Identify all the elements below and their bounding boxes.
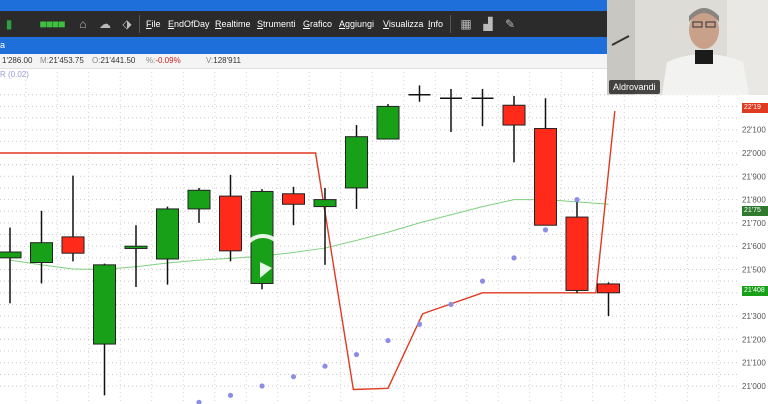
quote-strip: 1'286.00 M:21'453.75 O:21'441.50 %:-0.09… [0,54,607,69]
chart-grid [0,68,751,404]
y-tick-label: 21'900 [742,172,766,181]
y-tick-label: 21'500 [742,266,766,275]
sar-dot [290,374,297,380]
menu-aggiungi[interactable]: Aggiungi [339,19,375,29]
sar-dot [353,351,360,358]
y-tick-label: 21'200 [742,335,766,344]
menu-endofday[interactable]: EndOfDay [168,19,210,29]
sar-dot [259,383,265,389]
chart-settings-icon[interactable]: ▦ [460,17,472,31]
candle-body [30,242,53,264]
y-tick-label: 22'000 [742,149,766,158]
separator [450,15,451,33]
sar-dot [448,301,454,308]
grid-icon[interactable]: ■■■■ [39,17,66,31]
price-tag: 21'408 [742,285,768,296]
quote-volume: V:128'911 [206,56,241,65]
candlestick-chart[interactable] [0,54,768,404]
candles [0,85,620,396]
menu-info[interactable]: Info [428,19,444,29]
quote-open: O:21'441.50 [92,56,136,65]
moving-average-line [9,199,609,271]
separator [139,15,140,33]
sar-dot [542,227,549,233]
candle-body [0,251,22,259]
symbol-tag: a [0,40,6,50]
y-tick-label: 21'800 [742,196,766,205]
tools-icon[interactable]: ✎ [504,17,516,31]
candle-body [345,136,368,189]
title-bar [0,0,607,11]
y-tick-label: 21'600 [742,242,766,251]
chart-header-strip: a [0,37,607,54]
price-axis [740,95,768,404]
menu-grafico[interactable]: Grafico [303,19,333,29]
quote-low: 1'286.00 [2,56,33,65]
sar-dot [196,399,202,404]
sar-dot [574,197,580,203]
tag-icon[interactable]: ⬗ [122,17,132,31]
menu-file[interactable]: File [146,19,161,29]
menu-strumenti[interactable]: Strumenti [257,19,296,29]
y-tick-label: 21'100 [742,359,766,368]
quote-change: %:-0.09% [146,56,181,65]
presenter-video-icon [607,0,768,95]
bars-icon[interactable]: ▟ [483,17,493,31]
sar-dot [322,363,328,369]
sar-dot [227,392,234,398]
sar-dot [385,337,391,344]
sar-dot [511,255,517,261]
candle-body [534,128,557,226]
menu-bar: ▮ ■■■■ ⌂ ☁ ⬗ File EndOfDay Realtime Stru… [0,11,607,37]
candle-body [502,104,526,126]
candle-body [93,264,116,345]
candle-body [565,216,589,291]
candle-body [282,193,305,205]
quote-mid: M:21'453.75 [40,56,84,65]
price-tag: 22'19 [742,102,768,113]
price-tag: 21'75 [742,206,768,217]
candle-body [313,199,337,208]
candle-body [597,283,620,294]
indicator-label: R (0.02) [0,70,29,79]
sar-dot [416,321,423,327]
y-tick-label: 21'300 [742,312,766,321]
home-icon[interactable]: ⌂ [79,17,87,31]
candle-body [61,236,85,254]
price-axis-labels: 22'100 22'000 21'900 21'800 21'700 21'600 21'5… [742,126,766,391]
candle-body [156,208,179,260]
menu-realtime[interactable]: Realtime [215,19,251,29]
y-tick-label: 21'700 [742,219,766,228]
candle-body [376,105,400,140]
candle-body [187,189,211,210]
app-icon[interactable]: ▮ [5,17,13,31]
candle-body [124,245,148,250]
cloud-icon[interactable]: ☁ [99,17,111,31]
participant-name: Aldrovandi [609,80,660,94]
menu-visualizza[interactable]: Visualizza [383,19,424,29]
y-tick-label: 22'100 [742,126,766,135]
sar-dot [479,278,486,284]
candle-body [219,195,242,252]
y-tick-label: 21'000 [742,382,766,391]
webcam-video [607,0,768,95]
loading-cursor-icon [241,234,277,278]
moving-average-series [9,199,609,271]
